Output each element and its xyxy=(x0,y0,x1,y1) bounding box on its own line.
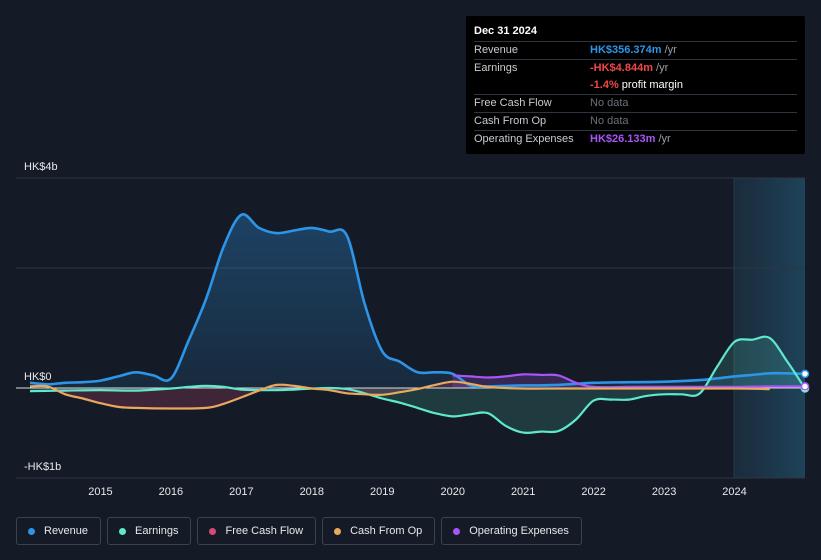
legend-label: Free Cash Flow xyxy=(225,525,304,537)
tooltip-unit: /yr xyxy=(655,133,671,145)
legend-label: Revenue xyxy=(44,525,89,537)
tooltip-value: -HK$4.844m xyxy=(590,62,653,74)
tooltip-row-profit-margin: -1.4% profit margin xyxy=(474,77,797,94)
x-tick-label: 2015 xyxy=(88,486,112,498)
series-line-operating-expenses xyxy=(452,373,806,389)
legend-dot-icon xyxy=(453,527,461,535)
series-lines xyxy=(29,213,806,434)
legend-label: Operating Expenses xyxy=(469,525,569,537)
series-line-earnings xyxy=(29,335,806,434)
tooltip-label: Operating Expenses xyxy=(474,133,574,145)
tooltip-label: Free Cash Flow xyxy=(474,97,552,109)
series-fills xyxy=(30,214,805,433)
tooltip-value: HK$26.133m xyxy=(590,133,656,145)
series-endpoints xyxy=(800,369,810,393)
tooltip-row-free-cash-flow: Free Cash Flow No data xyxy=(474,94,797,112)
tooltip-value: HK$356.374m xyxy=(590,44,662,56)
x-axis-ticks: 2015 2016 2017 2018 2019 2020 2021 2022 2023 2024 xyxy=(88,486,747,498)
tooltip-label xyxy=(474,77,590,94)
x-tick-label: 2021 xyxy=(511,486,535,498)
legend-label: Earnings xyxy=(135,525,179,537)
tooltip-row-operating-expenses: Operating Expenses HK$26.133m /yr xyxy=(474,130,797,148)
series-fill-revenue xyxy=(30,214,805,388)
legend-label: Cash From Op xyxy=(350,525,423,537)
y-label-top: HK$4b xyxy=(24,161,58,173)
tooltip-unit: /yr xyxy=(652,62,669,74)
series-line-cash-from-op xyxy=(29,380,770,410)
tooltip-unit: /yr xyxy=(661,44,677,56)
x-tick-label: 2022 xyxy=(581,486,605,498)
x-tick-label: 2020 xyxy=(440,486,464,498)
x-tick-label: 2016 xyxy=(159,486,183,498)
data-tooltip: Dec 31 2024 Revenue HK$356.374m /yr Earn… xyxy=(466,16,805,154)
tooltip-date: Dec 31 2024 xyxy=(474,25,537,37)
x-tick-label: 2017 xyxy=(229,486,253,498)
legend-item-earnings[interactable]: Earnings xyxy=(107,517,192,545)
tooltip-value: No data xyxy=(590,97,629,109)
financials-chart: HK$4b HK$0 -HK$1b 2015 2016 2017 2018 2019 20… xyxy=(16,161,810,498)
tooltip-row-earnings: Earnings -HK$4.844m /yr xyxy=(474,59,797,77)
legend-dot-icon xyxy=(28,527,35,535)
y-label-bottom: -HK$1b xyxy=(24,461,61,473)
legend-dot-icon xyxy=(119,527,127,535)
endpoint-marker-revenue xyxy=(800,369,810,379)
x-tick-label: 2024 xyxy=(722,486,746,498)
legend-item-revenue[interactable]: Revenue xyxy=(16,517,102,545)
tooltip-label: Earnings xyxy=(474,62,518,74)
x-tick-label: 2019 xyxy=(370,486,394,498)
tooltip-value: No data xyxy=(590,115,629,127)
legend-dot-icon xyxy=(209,527,217,535)
endpoint-marker-operating-expenses xyxy=(800,382,810,391)
legend-item-cash-from-op[interactable]: Cash From Op xyxy=(322,517,436,545)
tooltip-label: Revenue xyxy=(474,44,519,56)
tooltip-row-revenue: Revenue HK$356.374m /yr xyxy=(474,41,797,59)
series-line-revenue xyxy=(29,213,806,388)
legend-item-free-cash-flow[interactable]: Free Cash Flow xyxy=(197,517,317,545)
x-tick-label: 2018 xyxy=(300,486,324,498)
tooltip-unit: profit margin xyxy=(618,79,683,91)
tooltip-row-cash-from-op: Cash From Op No data xyxy=(474,112,797,130)
tooltip-value: -1.4% xyxy=(590,79,619,91)
y-label-zero: HK$0 xyxy=(24,371,52,383)
chart-legend: Revenue Earnings Free Cash Flow Cash Fro… xyxy=(16,517,582,545)
legend-dot-icon xyxy=(334,527,342,535)
x-tick-label: 2023 xyxy=(652,486,676,498)
tooltip-label: Cash From Op xyxy=(474,115,547,127)
legend-item-operating-expenses[interactable]: Operating Expenses xyxy=(441,517,582,545)
forecast-band xyxy=(734,178,805,478)
